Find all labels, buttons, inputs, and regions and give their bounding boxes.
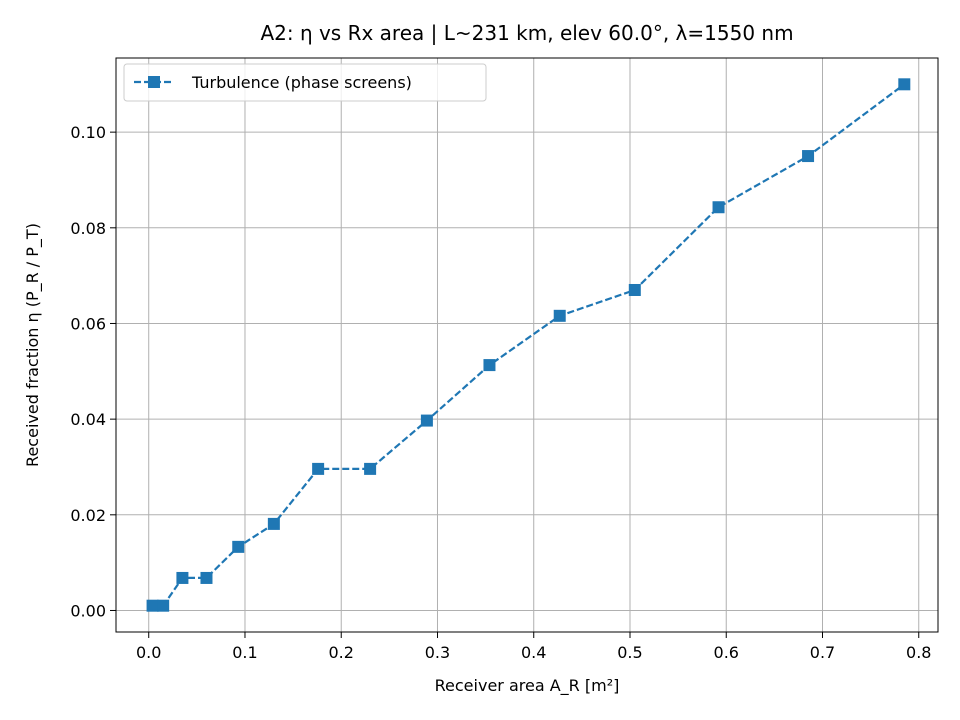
x-tick-label: 0.3 — [425, 643, 450, 662]
x-tick-label: 0.0 — [136, 643, 161, 662]
x-tick-label: 0.8 — [906, 643, 931, 662]
ticks: 0.0 0.1 0.2 0.3 0.4 0.5 0.6 0.7 0.8 0.00 0.02 0.04 0… — [70, 123, 931, 662]
data-point-marker — [312, 462, 325, 475]
data-point-marker — [200, 571, 213, 584]
x-tick-label: 0.5 — [617, 643, 642, 662]
data-point-marker — [898, 78, 911, 91]
x-tick-label: 0.6 — [714, 643, 739, 662]
data-point-marker — [712, 201, 725, 214]
y-tick-label: 0.08 — [70, 219, 106, 238]
y-tick-label: 0.04 — [70, 410, 106, 429]
grid — [116, 58, 938, 632]
x-tick-label: 0.4 — [521, 643, 546, 662]
data-point-marker — [232, 540, 245, 553]
legend-label: Turbulence (phase screens) — [191, 73, 412, 92]
data-point-marker — [157, 599, 170, 612]
data-point-marker — [483, 359, 496, 372]
data-point-marker — [553, 309, 566, 322]
y-axis-label: Received fraction η (P_R / P_T) — [23, 223, 43, 467]
legend-box — [123, 63, 487, 102]
x-tick-label: 0.2 — [329, 643, 354, 662]
data-point-marker — [267, 517, 280, 530]
x-tick-label: 0.7 — [810, 643, 835, 662]
data-point-marker — [802, 150, 815, 163]
series-line — [152, 83, 905, 607]
y-tick-label: 0.06 — [70, 314, 106, 333]
legend-marker-square — [148, 76, 160, 88]
x-axis-label: Receiver area A_R [m²] — [435, 676, 620, 696]
y-tick-label: 0.10 — [70, 123, 106, 142]
data-point-marker — [364, 462, 377, 475]
plot-frame — [115, 57, 939, 633]
data-point-marker — [420, 414, 433, 427]
x-tick-label: 0.1 — [232, 643, 257, 662]
data-point-marker — [146, 599, 159, 612]
y-tick-label: 0.02 — [70, 506, 106, 525]
data-point-marker — [628, 283, 641, 296]
series-layer — [146, 78, 911, 612]
chart-title: A2: η vs Rx area | L~231 km, elev 60.0°,… — [260, 21, 793, 45]
y-tick-label: 0.00 — [70, 601, 106, 620]
legend: Turbulence (phase screens) — [123, 63, 487, 102]
data-point-marker — [176, 571, 189, 584]
